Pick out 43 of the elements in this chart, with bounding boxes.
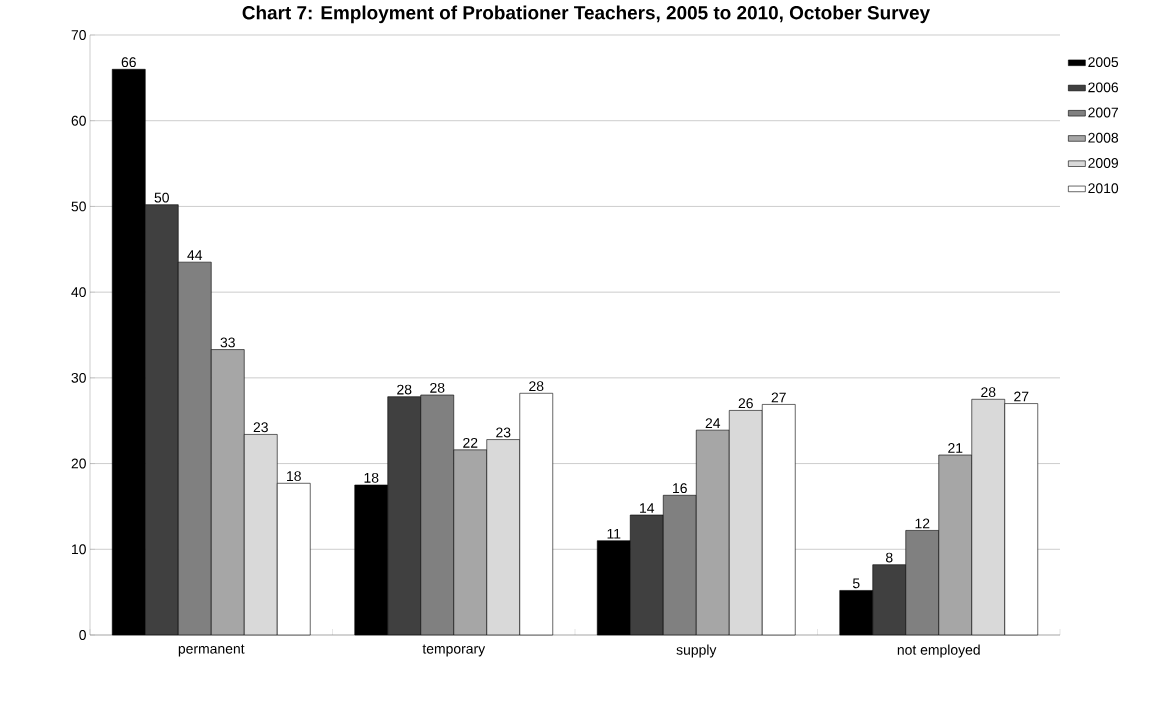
x-tick-label: temporary <box>422 644 486 657</box>
x-tick-label: not employed <box>897 644 980 658</box>
chart-title: Chart 7: Employment of Probationer Teachers, 2005 to 2010, October Survey <box>242 5 931 24</box>
data-label: 23 <box>496 427 511 438</box>
legend-label: 2010 <box>1088 183 1119 194</box>
y-tick-label: 10 <box>72 544 86 555</box>
data-label: 28 <box>430 382 445 393</box>
data-label: 66 <box>121 57 136 68</box>
data-label: 28 <box>529 381 544 392</box>
data-label: 26 <box>738 398 753 409</box>
x-tick-label: permanent <box>178 644 245 657</box>
data-label: 23 <box>253 422 268 433</box>
data-label: 14 <box>640 503 655 513</box>
x-tick-label: supply <box>676 644 717 658</box>
data-label: 50 <box>154 192 169 203</box>
y-tick-label: 70 <box>71 30 86 40</box>
y-tick-label: 40 <box>71 287 86 298</box>
data-label: 11 <box>607 528 621 539</box>
y-tick-label: 50 <box>71 201 86 212</box>
data-label: 21 <box>948 443 963 453</box>
y-tick-label: 20 <box>71 458 86 469</box>
y-tick-label: 60 <box>71 115 86 126</box>
data-label: 44 <box>187 250 203 260</box>
legend-label: 2008 <box>1088 132 1119 143</box>
legend-label: 2009 <box>1088 158 1119 168</box>
data-label: 27 <box>1014 391 1029 402</box>
data-label: 28 <box>981 387 996 398</box>
data-label: 8 <box>885 552 893 563</box>
data-label: 27 <box>771 392 786 403</box>
data-label: 22 <box>463 437 478 448</box>
legend-label: 2006 <box>1088 82 1119 93</box>
legend-label: 2007 <box>1088 107 1118 118</box>
legend-label: 2005 <box>1088 57 1119 68</box>
data-label: 18 <box>287 471 301 482</box>
data-label: 18 <box>364 472 379 483</box>
data-label: 24 <box>705 418 721 428</box>
data-label: 5 <box>852 578 860 589</box>
y-tick-label: 30 <box>71 372 86 383</box>
data-label: 28 <box>397 384 412 395</box>
y-tick-label: 0 <box>79 630 86 640</box>
data-label: 16 <box>673 483 687 494</box>
data-label: 12 <box>915 518 930 529</box>
data-label: 33 <box>220 337 235 348</box>
